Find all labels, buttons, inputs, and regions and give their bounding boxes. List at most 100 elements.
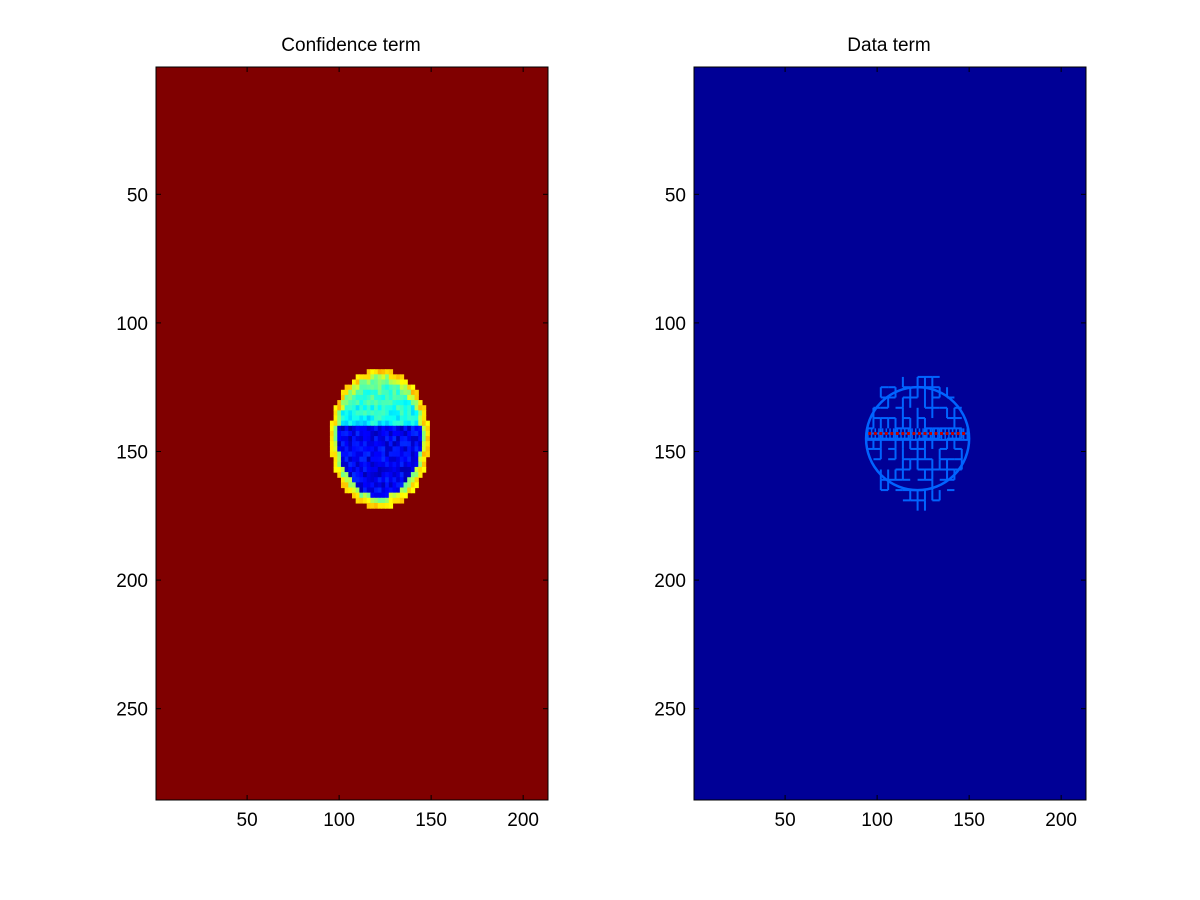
confidence-cell bbox=[399, 425, 405, 432]
confidence-cell bbox=[344, 436, 349, 442]
confidence-cell bbox=[348, 430, 353, 437]
confidence-cell bbox=[385, 487, 390, 494]
confidence-cell bbox=[359, 446, 364, 453]
confidence-cell bbox=[377, 410, 383, 417]
confidence-cell bbox=[344, 477, 349, 483]
confidence-cell bbox=[414, 441, 419, 447]
confidence-cell bbox=[370, 436, 375, 442]
confidence-cell bbox=[410, 405, 416, 411]
confidence-cell bbox=[399, 410, 405, 417]
y-tick-label: 100 bbox=[116, 314, 148, 335]
confidence-cell bbox=[377, 405, 383, 411]
confidence-cell bbox=[377, 451, 383, 458]
confidence-cell bbox=[352, 430, 357, 437]
confidence-cell bbox=[374, 477, 379, 483]
confidence-cell bbox=[363, 400, 368, 406]
confidence-cell bbox=[337, 436, 342, 442]
confidence-cell bbox=[388, 461, 394, 468]
data-peak-pixel bbox=[912, 432, 916, 435]
confidence-cell bbox=[377, 502, 383, 509]
confidence-cell bbox=[348, 451, 353, 458]
confidence-cell bbox=[370, 456, 375, 463]
confidence-cell bbox=[352, 436, 357, 442]
confidence-cell bbox=[377, 384, 383, 391]
confidence-cell bbox=[421, 405, 427, 411]
confidence-cell bbox=[363, 492, 368, 499]
confidence-cell bbox=[381, 389, 386, 396]
confidence-cell bbox=[355, 466, 360, 473]
confidence-cell bbox=[348, 394, 353, 401]
confidence-cell bbox=[414, 451, 419, 458]
confidence-cell bbox=[333, 451, 338, 458]
confidence-cell bbox=[425, 420, 430, 427]
confidence-cell bbox=[344, 441, 349, 447]
confidence-cell bbox=[377, 472, 383, 478]
confidence-cell bbox=[396, 374, 401, 381]
confidence-cell bbox=[396, 400, 401, 406]
confidence-cell bbox=[348, 425, 353, 432]
confidence-cell bbox=[363, 405, 368, 411]
confidence-cell bbox=[344, 482, 349, 489]
confidence-cell bbox=[377, 394, 383, 401]
confidence-cell bbox=[337, 425, 342, 432]
confidence-cell bbox=[359, 389, 364, 396]
confidence-cell bbox=[363, 425, 368, 432]
confidence-cell bbox=[385, 425, 390, 432]
confidence-cell bbox=[366, 502, 372, 509]
confidence-cell bbox=[337, 405, 342, 411]
confidence-cell bbox=[374, 446, 379, 453]
confidence-cell bbox=[410, 415, 416, 422]
confidence-cell bbox=[388, 466, 394, 473]
confidence-cell bbox=[425, 446, 430, 453]
confidence-cell bbox=[359, 456, 364, 463]
confidence-cell bbox=[329, 425, 335, 432]
confidence-cell bbox=[410, 487, 416, 494]
confidence-cell bbox=[374, 379, 379, 386]
confidence-cell bbox=[363, 430, 368, 437]
confidence-cell bbox=[370, 405, 375, 411]
confidence-cell bbox=[366, 374, 372, 381]
confidence-cell bbox=[333, 410, 338, 417]
confidence-cell bbox=[414, 436, 419, 442]
confidence-term-title: Confidence term bbox=[281, 35, 420, 56]
confidence-cell bbox=[403, 436, 408, 442]
confidence-cell bbox=[385, 405, 390, 411]
confidence-cell bbox=[388, 410, 394, 417]
confidence-cell bbox=[421, 441, 427, 447]
confidence-cell bbox=[403, 446, 408, 453]
confidence-cell bbox=[355, 374, 360, 381]
y-tick-label: 200 bbox=[116, 571, 148, 592]
confidence-cell bbox=[381, 374, 386, 381]
confidence-cell bbox=[399, 379, 405, 386]
confidence-cell bbox=[407, 436, 412, 442]
confidence-cell bbox=[410, 461, 416, 468]
confidence-cell bbox=[370, 482, 375, 489]
confidence-cell bbox=[344, 384, 349, 391]
confidence-cell bbox=[399, 482, 405, 489]
confidence-cell bbox=[344, 420, 349, 427]
confidence-cell bbox=[340, 441, 346, 447]
confidence-cell bbox=[381, 425, 386, 432]
confidence-cell bbox=[370, 492, 375, 499]
confidence-cell bbox=[377, 436, 383, 442]
confidence-cell bbox=[381, 384, 386, 391]
confidence-cell bbox=[352, 441, 357, 447]
confidence-cell bbox=[348, 420, 353, 427]
data-term-image bbox=[694, 67, 1086, 800]
confidence-cell bbox=[410, 451, 416, 458]
confidence-cell bbox=[366, 461, 372, 468]
confidence-cell bbox=[399, 461, 405, 468]
confidence-cell bbox=[355, 492, 360, 499]
confidence-cell bbox=[348, 400, 353, 406]
confidence-cell bbox=[370, 389, 375, 396]
confidence-cell bbox=[410, 420, 416, 427]
confidence-cell bbox=[370, 415, 375, 422]
confidence-cell bbox=[388, 451, 394, 458]
confidence-cell bbox=[337, 466, 342, 473]
confidence-cell bbox=[352, 410, 357, 417]
confidence-cell bbox=[333, 461, 338, 468]
confidence-cell bbox=[399, 415, 405, 422]
confidence-cell bbox=[377, 430, 383, 437]
confidence-cell bbox=[396, 389, 401, 396]
confidence-cell bbox=[407, 394, 412, 401]
